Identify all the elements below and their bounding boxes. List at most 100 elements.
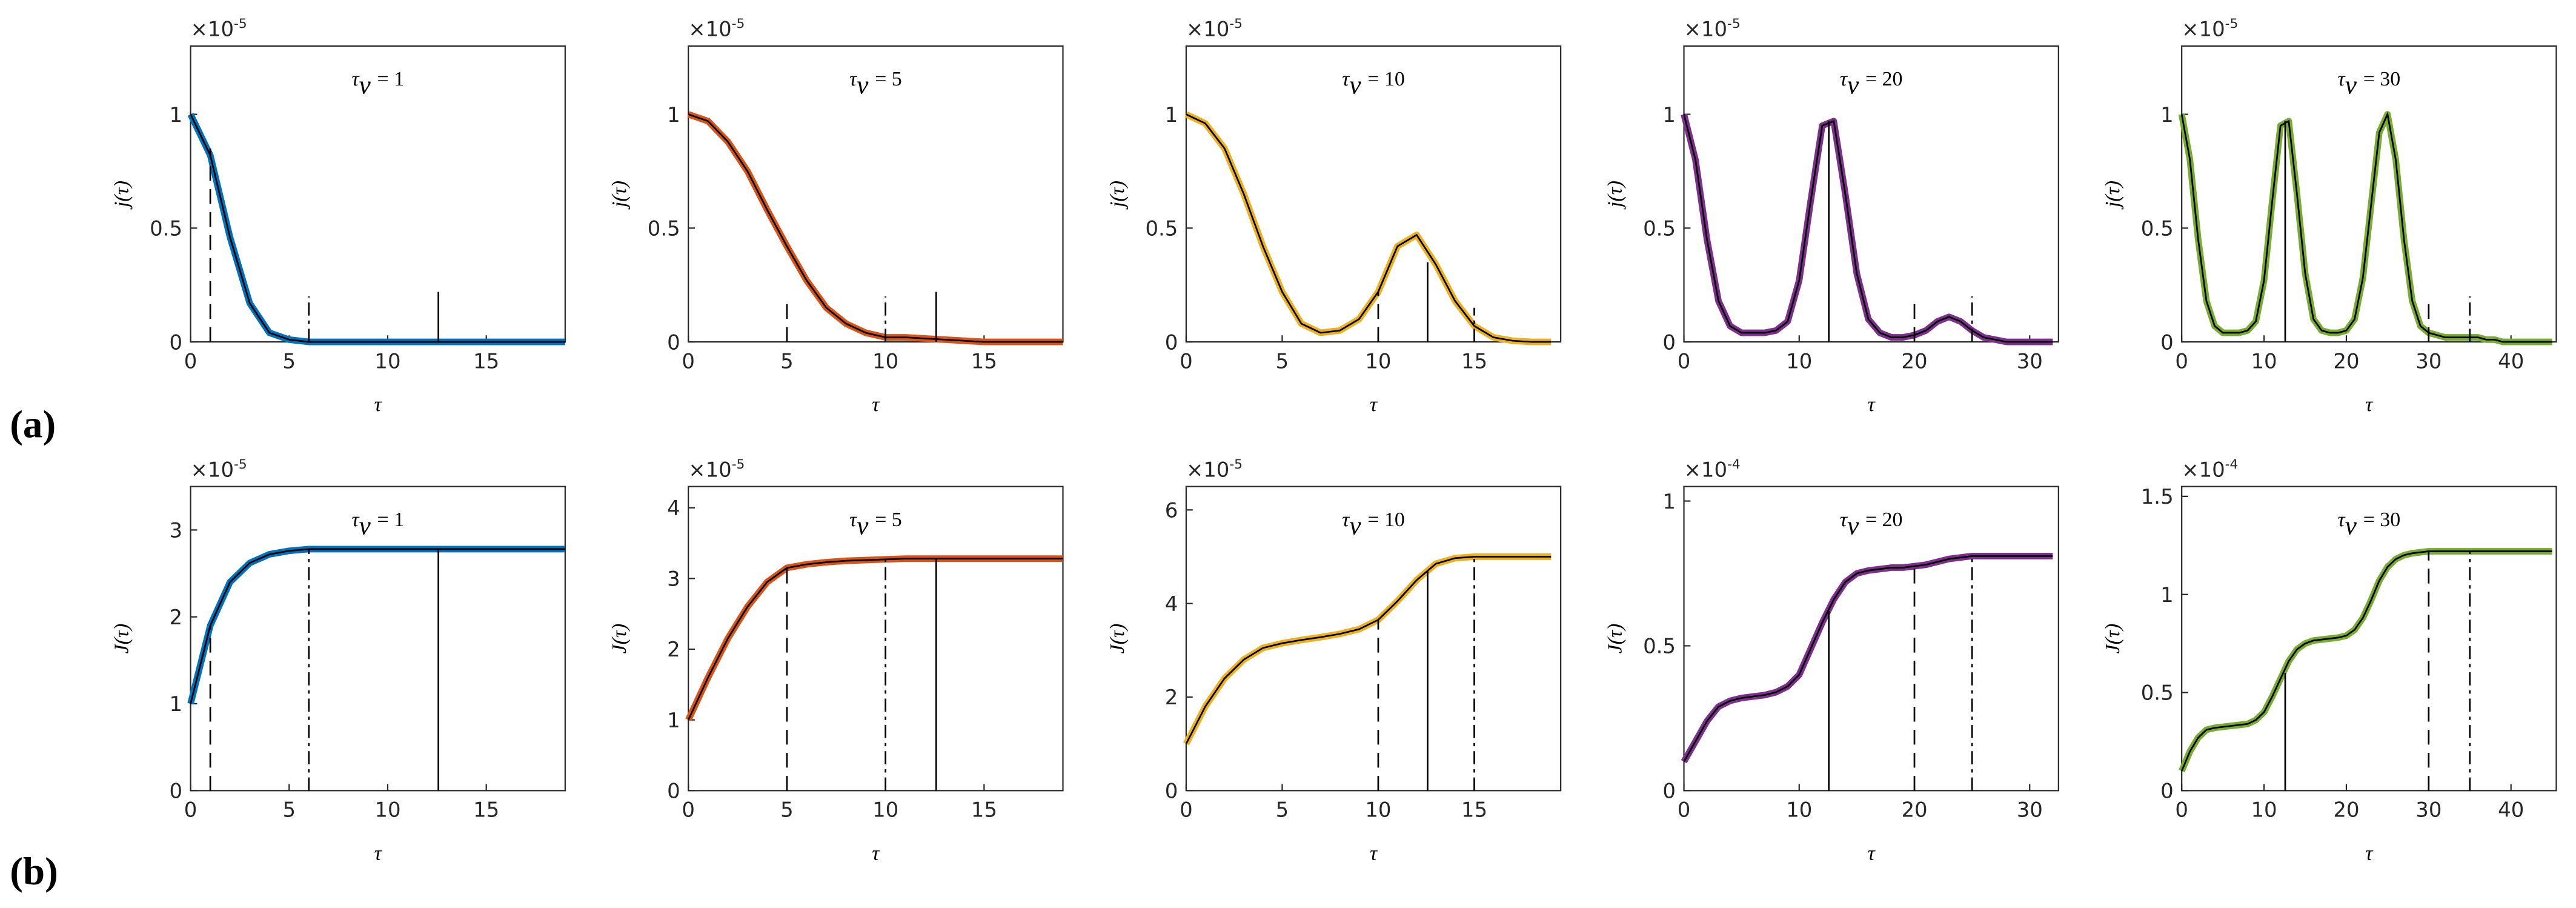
- x-tick-label: 10: [1365, 798, 1391, 822]
- y-tick-label: 0: [1165, 779, 1178, 803]
- x-tick-label: 5: [1276, 349, 1289, 373]
- y-multiplier: ×10-5: [688, 457, 745, 482]
- title-symbol: τ: [849, 68, 858, 90]
- y-multiplier-exponent: -4: [2225, 457, 2239, 472]
- title-subscript: v: [857, 71, 869, 100]
- x-tick-label: 20: [1901, 798, 1927, 822]
- y-tick-label: 4: [1165, 592, 1178, 616]
- x-tick-label: 15: [971, 798, 997, 822]
- y-multiplier-base: ×10: [1186, 18, 1230, 41]
- y-multiplier: ×10-4: [2182, 457, 2238, 482]
- x-tick-label: 5: [282, 798, 296, 822]
- y-tick-label: 0: [1662, 330, 1676, 354]
- y-multiplier-base: ×10: [2182, 458, 2225, 481]
- series-outline: [1683, 555, 2053, 763]
- x-tick-label: 0: [1678, 798, 1691, 822]
- y-multiplier-exponent: -5: [1727, 16, 1741, 32]
- title-value: = 20: [1865, 509, 1902, 531]
- y-tick-label: 0: [667, 330, 680, 354]
- subplot-title: τv = 10: [1342, 68, 1405, 100]
- y-tick-label: 6: [1165, 498, 1178, 522]
- axes-box: [1185, 486, 1562, 792]
- subplot-title: τv = 30: [2337, 509, 2400, 541]
- axes-box: [1683, 45, 2059, 343]
- y-tick-label: 1: [2160, 583, 2174, 607]
- series-outline: [1185, 556, 1552, 744]
- y-tick-label: 0: [2160, 330, 2174, 354]
- x-axis-label: τ: [872, 842, 880, 864]
- x-axis-label: τ: [1370, 393, 1378, 416]
- x-tick-label: 15: [473, 349, 499, 373]
- x-tick-label: 10: [2251, 798, 2277, 822]
- y-tick-label: 0.5: [1643, 217, 1676, 241]
- x-axis-label: τ: [872, 393, 880, 416]
- y-tick-label: 0: [2160, 779, 2174, 803]
- y-tick-label: 1: [2160, 103, 2174, 127]
- x-axis-label: τ: [1868, 842, 1876, 864]
- x-tick-label: 15: [1461, 349, 1487, 373]
- title-value: = 10: [1367, 509, 1404, 531]
- axes-box: [2181, 486, 2557, 792]
- y-tick-label: 1.5: [2141, 485, 2174, 509]
- y-tick-label: 2: [667, 638, 680, 661]
- y-tick-label: 0: [169, 330, 182, 354]
- y-multiplier-base: ×10: [191, 18, 234, 41]
- x-tick-label: 10: [1365, 349, 1391, 373]
- y-multiplier: ×10-5: [1684, 16, 1741, 41]
- y-axis-label: j(τ): [608, 181, 631, 210]
- panel-label: (a): [10, 402, 56, 446]
- y-tick-label: 1: [1662, 490, 1676, 513]
- y-multiplier: ×10-4: [1684, 457, 1741, 482]
- y-multiplier-base: ×10: [2182, 18, 2225, 41]
- y-multiplier-exponent: -5: [1229, 457, 1243, 472]
- y-multiplier-base: ×10: [1684, 458, 1728, 481]
- subplot-title: τv = 5: [849, 509, 902, 541]
- panel-label: (b): [10, 850, 58, 893]
- y-multiplier-base: ×10: [1684, 18, 1728, 41]
- title-value: = 1: [377, 68, 405, 90]
- y-tick-label: 0: [1662, 779, 1676, 803]
- y-axis-label: J(τ): [1106, 624, 1129, 654]
- y-multiplier-exponent: -5: [2225, 16, 2239, 32]
- title-symbol: τ: [849, 509, 858, 531]
- x-tick-label: 10: [1786, 798, 1812, 822]
- x-tick-label: 30: [2415, 798, 2442, 822]
- y-multiplier-exponent: -4: [1727, 457, 1741, 472]
- y-axis-label: J(τ): [111, 624, 133, 654]
- y-multiplier: ×10-5: [1186, 16, 1243, 41]
- y-axis-label: J(τ): [608, 624, 631, 654]
- x-tick-label: 0: [1180, 798, 1193, 822]
- x-tick-label: 15: [473, 798, 499, 822]
- y-tick-label: 0: [1165, 330, 1178, 354]
- y-tick-label: 0: [667, 779, 680, 803]
- series-outline: [1186, 113, 1552, 343]
- x-tick-label: 10: [1786, 349, 1812, 373]
- title-value: = 1: [377, 509, 405, 531]
- y-axis-label: j(τ): [1106, 181, 1129, 210]
- x-tick-label: 10: [872, 798, 898, 822]
- y-multiplier: ×10-5: [191, 457, 247, 482]
- y-tick-label: 0.5: [2141, 681, 2174, 705]
- title-subscript: v: [1847, 71, 1859, 100]
- series-outline: [687, 558, 1063, 721]
- axes-box: [2181, 45, 2557, 343]
- x-tick-label: 10: [872, 349, 898, 373]
- y-tick-label: 1: [1165, 103, 1178, 127]
- axes-box: [688, 486, 1064, 792]
- title-symbol: τ: [2337, 68, 2346, 90]
- y-tick-label: 0.5: [648, 217, 680, 241]
- title-subscript: v: [1349, 71, 1361, 100]
- x-axis-label: τ: [374, 393, 383, 416]
- y-axis-label: J(τ): [1604, 624, 1626, 654]
- series-outline: [190, 548, 565, 704]
- x-tick-label: 0: [184, 349, 198, 373]
- y-tick-label: 0.5: [150, 217, 182, 241]
- y-tick-label: 3: [667, 567, 680, 591]
- axes-box: [1185, 45, 1562, 343]
- subplot-title: τv = 1: [351, 68, 404, 100]
- series-outline: [2180, 112, 2552, 343]
- title-value: = 10: [1367, 68, 1404, 90]
- y-tick-label: 1: [169, 692, 182, 716]
- x-axis-label: τ: [2365, 393, 2374, 416]
